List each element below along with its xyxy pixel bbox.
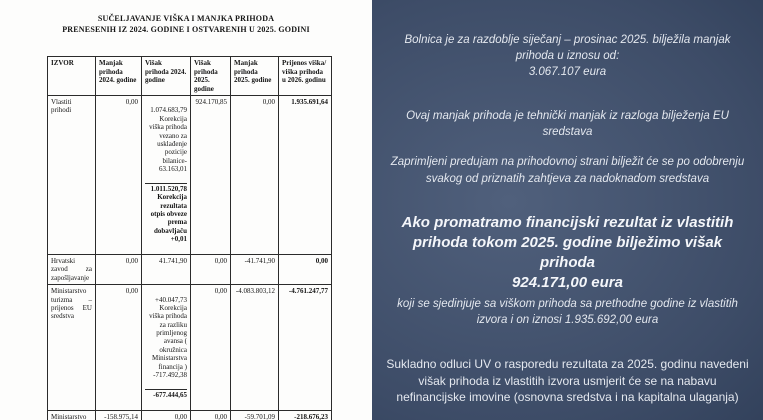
table-cell: -59.701,09 xyxy=(230,409,279,420)
table-cell-carryover: -4.761.247,77 xyxy=(278,284,332,411)
header-manjak-2025: Manjak prihoda 2025. godine xyxy=(230,56,279,96)
cell-corrected-value: 1.011.520,78 Korekcija rezultata otpis o… xyxy=(145,182,187,244)
table-cell: 0,00 xyxy=(141,409,191,420)
row-label: Hrvatski zavod za zapošljavanje xyxy=(47,253,96,286)
table-cell-composite: 1.074.683,79 Korekcija viška prihoda vez… xyxy=(141,94,191,255)
table-row-ministarstvo-turizma: Ministarstvo turizma – prijenos EU sreds… xyxy=(47,284,332,411)
cell-main-value: 1.074.683,79 Korekcija viška prihoda vez… xyxy=(149,106,187,174)
table-cell-carryover: -218.676,23 xyxy=(278,409,332,420)
table-cell: 41.741,90 xyxy=(141,253,191,286)
notes-panel: Bolnica je za razdoblje siječanj – prosi… xyxy=(372,0,763,420)
header-visak-2024: Višak prihoda 2024. godine xyxy=(141,56,191,96)
table-cell: -158.975,14 xyxy=(95,409,142,420)
note-technical-deficit: Ovaj manjak prihoda je tehnički manjak i… xyxy=(406,110,729,139)
table-cell: 0,00 xyxy=(95,284,142,411)
table-cell: 0,00 xyxy=(190,253,231,286)
table-cell-carryover: 1.935.691,64 xyxy=(278,94,332,255)
table-cell-carryover: 0,00 xyxy=(278,253,332,286)
table-cell: -41.741,90 xyxy=(230,253,279,286)
table-row-ministarstvo-proracunskog-korisnika: Ministarstvo proračunskog korisnika -158… xyxy=(47,409,332,420)
table-row-vlastiti-prihodi: Vlastiti prihodi 0,00 1.074.683,79 Korek… xyxy=(47,94,332,255)
row-label: Ministarstvo proračunskog korisnika xyxy=(47,409,96,420)
table-cell: -4.083.803,12 xyxy=(230,284,279,411)
header-manjak-2024: Manjak prihoda 2024. godine xyxy=(95,56,142,96)
row-label: Ministarstvo turizma – prijenos EU sreds… xyxy=(47,284,96,411)
table-cell: 0,00 xyxy=(190,409,231,420)
table-cell: 0,00 xyxy=(95,94,142,255)
table-header-row: IZVOR Manjak prihoda 2024. godine Višak … xyxy=(47,56,332,96)
header-visak-2025: Višak prihoda 2025. godine xyxy=(190,56,231,96)
note-deficit-summary: Bolnica je za razdoblje siječanj – prosi… xyxy=(404,34,731,79)
cell-main-value: +40.047,73 Korekcija viška prihoda za ra… xyxy=(149,295,187,380)
note-combined-surplus: koji se sjedinjuje sa viškom prihoda sa … xyxy=(397,297,738,326)
cell-corrected-value: -677.444,65 xyxy=(145,388,187,399)
document-panel: SUČELJAVANJE VIŠKA I MANJKA PRIHODA PREN… xyxy=(0,0,372,420)
header-prijenos-2026: Prijenos viška/ viška prihoda u 2026. go… xyxy=(278,56,332,96)
header-izvor: IZVOR xyxy=(47,56,96,96)
note-uv-decision: Sukladno odluci UV o rasporedu rezultata… xyxy=(386,356,749,405)
row-label: Vlastiti prihodi xyxy=(47,94,96,255)
document-title-line2: PRENESENIH IZ 2024. GODINE I OSTVARENIH … xyxy=(62,25,310,35)
highlight-own-revenue-surplus: Ako promatramo financijski rezultat iz v… xyxy=(401,213,734,292)
document-title: SUČELJAVANJE VIŠKA I MANJKA PRIHODA PREN… xyxy=(0,13,372,35)
table-row-hzz: Hrvatski zavod za zapošljavanje 0,00 41.… xyxy=(47,253,332,286)
table-cell: 0,00 xyxy=(95,253,142,286)
table-cell-composite: +40.047,73 Korekcija viška prihoda za ra… xyxy=(141,284,191,411)
surplus-deficit-table: IZVOR Manjak prihoda 2024. godine Višak … xyxy=(47,56,332,420)
table-cell: 924.170,85 xyxy=(190,94,231,255)
table-cell: 0,00 xyxy=(190,284,231,411)
table-cell: 0,00 xyxy=(230,94,279,255)
note-advance-recognition: Zaprimljeni predujam na prihodovnoj stra… xyxy=(390,156,745,185)
document-title-line1: SUČELJAVANJE VIŠKA I MANJKA PRIHODA xyxy=(97,14,275,23)
